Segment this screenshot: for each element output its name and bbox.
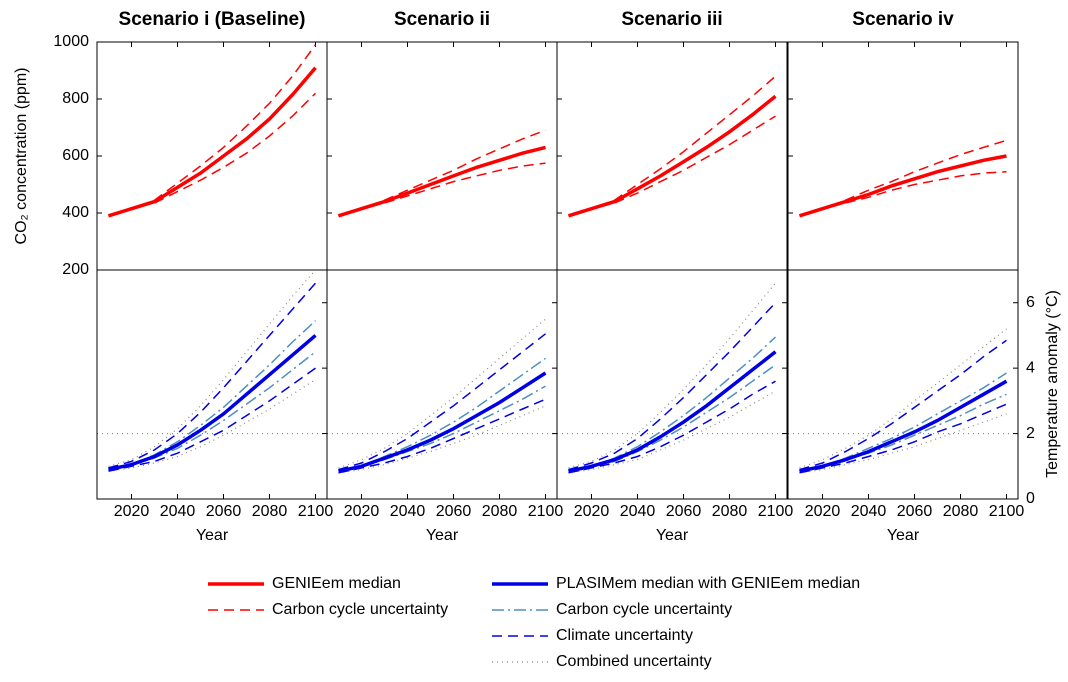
x-tick-label: 2040 <box>851 503 887 520</box>
series-line <box>108 44 317 217</box>
series-line <box>108 334 317 472</box>
panel-frame <box>556 41 788 271</box>
series-line <box>108 320 317 471</box>
series-line <box>568 350 777 473</box>
series-line <box>338 129 546 217</box>
y-tick-label: 800 <box>62 90 89 107</box>
x-tick-label: 2060 <box>206 503 242 520</box>
series-line <box>338 333 546 471</box>
legend-label: Combined uncertainty <box>556 653 712 670</box>
x-tick-label: 2020 <box>805 503 841 520</box>
series-line <box>568 364 776 472</box>
x-tick-label: 2040 <box>160 503 196 520</box>
series-line <box>567 94 777 218</box>
panel-title: Scenario i (Baseline) <box>119 9 306 30</box>
x-axis-label: Year <box>887 527 920 544</box>
series-line <box>799 403 1007 474</box>
x-tick-label: 2080 <box>252 503 288 520</box>
series-line <box>108 351 316 471</box>
panel-title: Scenario iv <box>852 9 954 30</box>
x-tick-label: 2080 <box>943 503 979 520</box>
series-line <box>799 170 1007 217</box>
y2-tick-label: 2 <box>1026 425 1035 442</box>
legend-label: Carbon cycle uncertainty <box>272 601 448 618</box>
y-tick-label: 600 <box>62 147 89 164</box>
series-line <box>799 393 1007 472</box>
series-line <box>108 269 316 467</box>
x-tick-label: 2080 <box>712 503 748 520</box>
x-tick-label: 2100 <box>758 503 794 520</box>
legend-label: Climate uncertainty <box>556 627 693 644</box>
panel-frame <box>787 41 1019 271</box>
x-tick-label: 2100 <box>298 503 334 520</box>
series-line <box>568 380 776 474</box>
series-line <box>337 145 546 218</box>
x-axis-label: Year <box>196 527 229 544</box>
x-tick-label: 2040 <box>390 503 426 520</box>
y-tick-label: 400 <box>62 204 89 221</box>
y2-tick-label: 6 <box>1026 294 1035 311</box>
x-tick-label: 2060 <box>436 503 472 520</box>
series-line <box>338 357 546 472</box>
x-tick-label: 2040 <box>620 503 656 520</box>
y2-tick-label: 4 <box>1026 359 1035 376</box>
x-axis-label: Year <box>656 527 689 544</box>
legend-label: Carbon cycle uncertainty <box>556 601 732 618</box>
panel-frame <box>556 269 788 500</box>
series-line <box>568 336 777 472</box>
series-line <box>338 385 546 472</box>
panel-frame <box>787 269 1019 500</box>
series-line <box>108 92 317 217</box>
series-line <box>108 282 317 469</box>
series-line <box>568 302 777 471</box>
x-tick-label: 2060 <box>666 503 702 520</box>
series-line <box>799 379 1008 473</box>
series-line <box>799 339 1007 471</box>
series-line <box>568 75 776 217</box>
legend-label: PLASIMem median with GENIEem median <box>556 575 860 592</box>
series-line <box>107 66 317 218</box>
y2-tick-label: 0 <box>1026 490 1035 507</box>
series-line <box>338 398 546 474</box>
series-line <box>338 405 546 474</box>
series-line <box>568 115 776 217</box>
series-line <box>799 372 1007 472</box>
y2-axis-label: Temperature anomaly (°C) <box>1044 290 1061 478</box>
series-line <box>338 371 547 473</box>
panel-title: Scenario iii <box>621 9 722 30</box>
panel-title: Scenario ii <box>394 9 490 30</box>
y-tick-label: 200 <box>62 261 89 278</box>
series-line <box>568 282 776 469</box>
panel-frame <box>326 41 558 271</box>
x-tick-label: 2020 <box>344 503 380 520</box>
x-tick-label: 2060 <box>897 503 933 520</box>
y-axis-label: CO₂ concentration (ppm) <box>13 68 30 245</box>
legend-label: GENIEem median <box>272 575 401 592</box>
x-tick-label: 2020 <box>114 503 150 520</box>
x-tick-label: 2100 <box>528 503 564 520</box>
x-axis-label: Year <box>426 527 459 544</box>
x-tick-label: 2080 <box>482 503 518 520</box>
x-tick-label: 2100 <box>989 503 1025 520</box>
series-line <box>568 390 776 474</box>
series-line <box>798 154 1007 218</box>
series-line <box>108 367 316 472</box>
x-tick-label: 2020 <box>574 503 610 520</box>
y-tick-label: 1000 <box>53 33 89 50</box>
